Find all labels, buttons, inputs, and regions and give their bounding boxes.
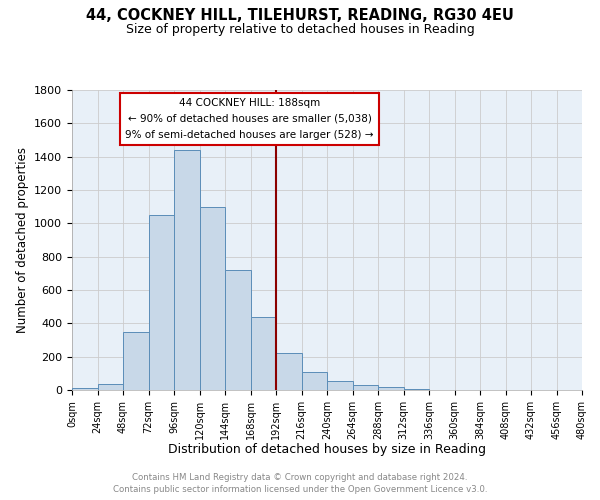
- Bar: [123, 332, 149, 390]
- Bar: [199, 206, 225, 390]
- Bar: [404, 388, 429, 390]
- Bar: [72, 388, 97, 390]
- Text: Contains HM Land Registry data © Crown copyright and database right 2024.: Contains HM Land Registry data © Crown c…: [132, 472, 468, 482]
- Bar: [225, 270, 251, 390]
- Text: Contains public sector information licensed under the Open Government Licence v3: Contains public sector information licen…: [113, 485, 487, 494]
- Text: 44, COCKNEY HILL, TILEHURST, READING, RG30 4EU: 44, COCKNEY HILL, TILEHURST, READING, RG…: [86, 8, 514, 22]
- Text: Size of property relative to detached houses in Reading: Size of property relative to detached ho…: [125, 22, 475, 36]
- Bar: [276, 352, 302, 390]
- Text: 44 COCKNEY HILL: 188sqm
← 90% of detached houses are smaller (5,038)
9% of semi-: 44 COCKNEY HILL: 188sqm ← 90% of detache…: [125, 98, 374, 140]
- Bar: [327, 381, 353, 390]
- Text: Distribution of detached houses by size in Reading: Distribution of detached houses by size …: [168, 442, 486, 456]
- Bar: [149, 215, 174, 390]
- Bar: [378, 387, 404, 390]
- Bar: [353, 385, 378, 390]
- Bar: [97, 384, 123, 390]
- Y-axis label: Number of detached properties: Number of detached properties: [16, 147, 29, 333]
- Bar: [302, 372, 327, 390]
- Bar: [251, 316, 276, 390]
- Bar: [174, 150, 199, 390]
